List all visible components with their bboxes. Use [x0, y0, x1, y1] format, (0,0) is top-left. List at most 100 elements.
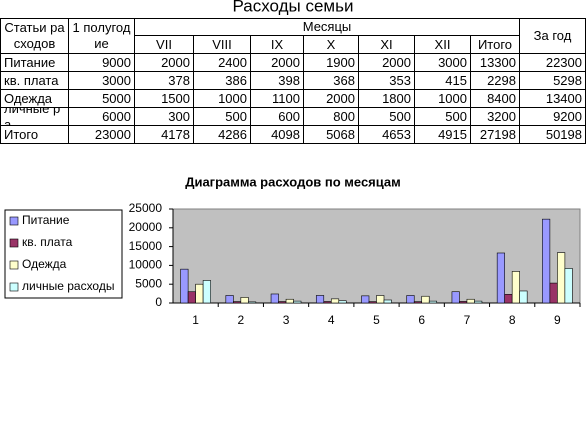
table-cell: 1500	[134, 89, 194, 108]
x-tick-label: 1	[192, 313, 199, 327]
table-cell: 500	[193, 107, 251, 126]
subheader-cell: VII	[134, 35, 194, 54]
bar	[278, 301, 287, 304]
table-cell: 3000	[414, 53, 471, 72]
x-tick-label: 9	[554, 313, 561, 327]
y-tick-label: 10000	[129, 258, 163, 272]
bar	[368, 301, 377, 304]
bar	[549, 282, 558, 304]
bar	[564, 268, 573, 304]
table-cell: 368	[303, 71, 359, 90]
bar	[428, 300, 438, 304]
header-cell: Статьи расходов	[0, 18, 69, 54]
table-cell: 50198	[519, 125, 586, 144]
table-cell: 1800	[358, 89, 415, 108]
bar	[383, 299, 392, 304]
subheader-cell: Итого	[470, 35, 520, 54]
row-label: Одежда	[0, 89, 69, 108]
bar	[315, 295, 325, 304]
table-cell: 2000	[134, 53, 194, 72]
subheader-cell: XII	[414, 35, 471, 54]
table-cell: 1100	[250, 89, 304, 108]
bar	[511, 271, 520, 304]
bar	[496, 252, 505, 304]
subheader-cell: VIII	[193, 35, 251, 54]
table-cell: 4286	[193, 125, 251, 144]
bar	[202, 280, 211, 304]
table-cell: 1000	[193, 89, 251, 108]
bar	[474, 300, 483, 304]
table-cell: 9000	[68, 53, 135, 72]
table-cell: 800	[303, 107, 359, 126]
table-cell: 8400	[470, 89, 520, 108]
header-cell: За год	[519, 18, 586, 54]
bar	[285, 298, 294, 304]
row-label: личные ра	[0, 107, 69, 126]
table-cell: 2000	[250, 53, 304, 72]
table-cell: 2298	[470, 71, 520, 90]
row-label: Итого	[0, 125, 69, 144]
y-tick-label: 0	[155, 295, 162, 309]
bar	[225, 295, 234, 304]
table-cell: 3000	[68, 71, 135, 90]
x-tick-label: 4	[328, 313, 335, 327]
table-cell: 9200	[519, 107, 586, 126]
bar	[466, 298, 475, 304]
bar	[406, 295, 415, 304]
legend-label: Одежда	[22, 257, 67, 271]
bar	[413, 301, 423, 304]
bar	[330, 298, 340, 304]
table-cell: 2000	[303, 89, 359, 108]
table-cell: 300	[134, 107, 194, 126]
table-cell: 23000	[68, 125, 135, 144]
table-cell: 415	[414, 71, 471, 90]
bar	[180, 268, 189, 304]
chart-title: Диаграмма расходов по месяцам	[185, 174, 401, 189]
bar	[338, 300, 347, 304]
table-cell: 1000	[414, 89, 471, 108]
legend-label: кв. плата	[22, 235, 73, 249]
y-tick-label: 5000	[135, 276, 162, 290]
table-cell: 398	[250, 71, 304, 90]
bar	[187, 291, 196, 304]
table-cell: 5068	[303, 125, 359, 144]
table-cell: 4653	[358, 125, 415, 144]
legend-swatch	[9, 282, 19, 292]
bar	[451, 291, 460, 304]
bar	[270, 293, 279, 304]
table-cell: 6000	[68, 107, 135, 126]
y-tick-label: 15000	[129, 239, 163, 253]
legend-swatch	[9, 216, 19, 226]
table-cell: 500	[414, 107, 471, 126]
bar	[557, 252, 566, 304]
x-tick-label: 8	[509, 313, 516, 327]
table-cell: 386	[193, 71, 251, 90]
table-cell: 1900	[303, 53, 359, 72]
table-cell: 13300	[470, 53, 520, 72]
table-cell: 378	[134, 71, 194, 90]
bar	[542, 218, 551, 304]
table-cell: 4915	[414, 125, 471, 144]
bar	[293, 300, 302, 304]
y-tick-label: 20000	[129, 220, 163, 234]
header-cell: Месяцы	[134, 18, 520, 36]
bar	[361, 295, 370, 304]
bar	[233, 301, 242, 304]
subheader-cell: XI	[358, 35, 415, 54]
row-label: Питание	[0, 53, 69, 72]
bar	[376, 295, 385, 304]
table-cell: 22300	[519, 53, 586, 72]
legend-swatch	[9, 238, 19, 248]
legend-label: личные расходы	[22, 279, 114, 293]
legend-box	[4, 209, 123, 299]
table-cell: 27198	[470, 125, 520, 144]
bar	[323, 301, 332, 304]
bar	[248, 301, 257, 304]
bar	[459, 301, 468, 304]
bar	[504, 294, 513, 304]
x-tick-label: 3	[283, 313, 290, 327]
table-cell: 2400	[193, 53, 251, 72]
row-label: кв. плата	[0, 71, 69, 90]
